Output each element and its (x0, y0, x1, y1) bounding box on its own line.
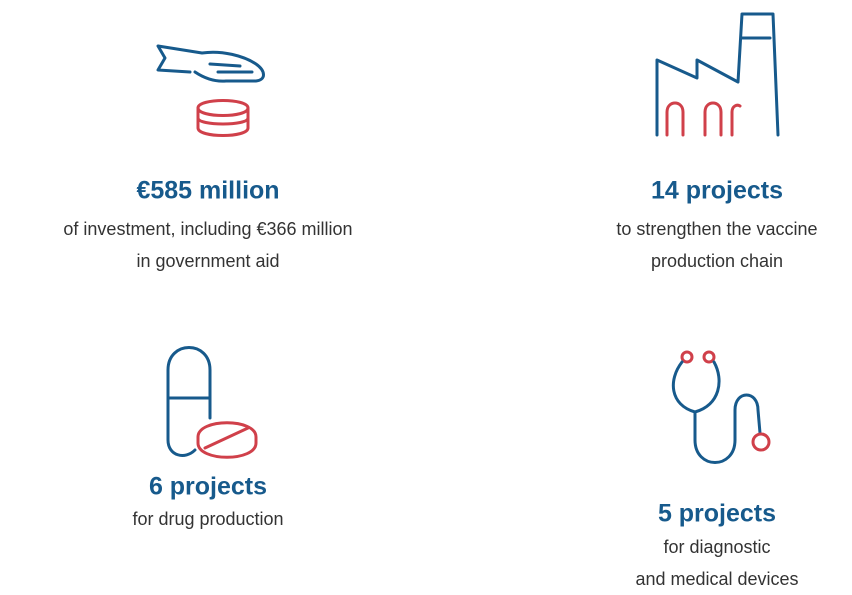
description: for drug production (132, 509, 283, 529)
headline: 5 projects (658, 500, 776, 528)
description: and medical devices (635, 569, 798, 589)
headline: 14 projects (651, 177, 783, 205)
description: production chain (651, 251, 783, 271)
description: for diagnostic (663, 537, 770, 557)
headline: €585 million (136, 177, 279, 205)
pill-icon (166, 346, 258, 459)
stethoscope-icon (671, 350, 771, 464)
description: to strengthen the vaccine (616, 219, 817, 239)
description: of investment, including €366 million (63, 219, 352, 239)
description: in government aid (136, 251, 279, 271)
factory-icon (655, 12, 780, 137)
hand-coins-icon (156, 44, 265, 137)
headline: 6 projects (149, 473, 267, 501)
